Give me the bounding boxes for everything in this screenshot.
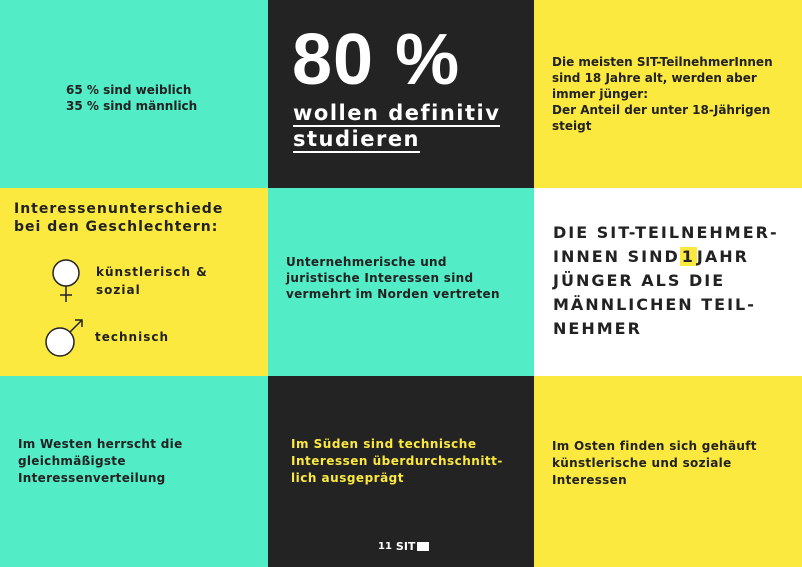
age-gap-number: 1 [679, 247, 697, 266]
sit-logo: SIT [396, 540, 430, 553]
north-panel: Unternehmerische und juristische Interes… [268, 188, 534, 376]
speech-bubble-icon [417, 542, 430, 551]
age-gap-after: JAHR JÜNGER ALS DIE MÄNNLICHEN TEIL-NEHM… [553, 247, 756, 338]
study-caption: wollen definitiv studieren [293, 100, 501, 153]
study-percentage: 80 % [292, 20, 461, 100]
west-panel: Im Westen herrscht die gleichmäßigste In… [0, 376, 268, 567]
male-symbol-icon [44, 318, 86, 364]
age-trend-line2: Der Anteil der unter 18-Jährigen steigt [552, 103, 771, 133]
female-percentage: 65 % sind weiblich [66, 83, 192, 97]
age-trend-text: Die meisten SIT-TeilnehmerInnen sind 18 … [552, 54, 782, 134]
north-text: Unternehmerische und juristische Interes… [286, 255, 500, 301]
south-text: Im Süden sind technische Interessen über… [291, 437, 503, 485]
male-percentage: 35 % sind männlich [66, 99, 198, 113]
female-interest-label: künstlerisch & sozial [96, 265, 208, 297]
age-trend-line1: Die meisten SIT-TeilnehmerInnen sind 18 … [552, 55, 773, 101]
female-symbol-icon [50, 258, 82, 308]
male-interest-label: technisch [95, 330, 169, 344]
study-caption-line1: wollen definitiv [293, 101, 501, 127]
age-trend-panel: Die meisten SIT-TeilnehmerInnen sind 18 … [534, 0, 802, 188]
gender-stats: 65 % sind weiblich 35 % sind männlich [66, 82, 197, 114]
west-text: Im Westen herrscht die gleichmäßigste In… [18, 437, 183, 485]
gender-stats-panel: 65 % sind weiblich 35 % sind männlich [0, 0, 268, 188]
east-panel: Im Osten finden sich gehäuft künstlerisc… [534, 376, 802, 567]
age-gap-before: DIE SIT-TEILNEHMER-INNEN SIND [553, 223, 779, 266]
page-number: 11 [378, 541, 392, 552]
age-gap-panel: DIE SIT-TEILNEHMER-INNEN SIND 1 JAHR JÜNGE… [534, 188, 802, 376]
east-text: Im Osten finden sich gehäuft künstlerisc… [552, 439, 757, 487]
age-gap-statement: DIE SIT-TEILNEHMER-INNEN SIND 1 JAHR JÜNGE… [553, 221, 793, 341]
sit-logo-text: SIT [395, 540, 416, 553]
interest-diff-panel: Interessenunterschiede bei den Geschlech… [0, 188, 268, 376]
page-footer: 11 SIT [378, 540, 430, 553]
interest-diff-title: Interessenunterschiede bei den Geschlech… [14, 201, 224, 235]
south-panel: Im Süden sind technische Interessen über… [268, 376, 534, 567]
study-panel: 80 % wollen definitiv studieren [268, 0, 534, 188]
study-caption-line2: studieren [293, 127, 421, 153]
